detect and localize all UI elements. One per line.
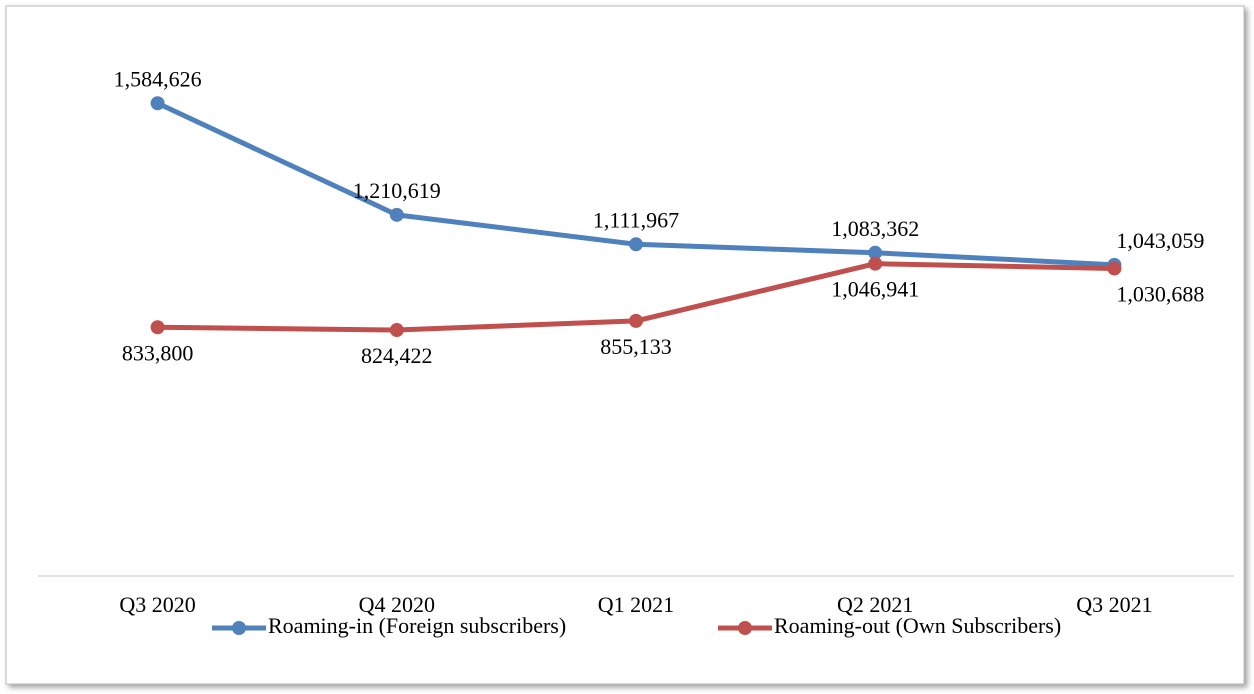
data-point	[150, 320, 165, 335]
legend-marker	[738, 621, 752, 635]
data-label: 824,422	[361, 343, 433, 368]
data-point	[389, 207, 404, 222]
legend-label: Roaming-in (Foreign subscribers)	[268, 613, 566, 638]
data-point	[150, 96, 165, 111]
data-label: 1,083,362	[831, 216, 919, 241]
data-label: 1,043,059	[1116, 228, 1204, 253]
legend-marker	[232, 621, 246, 635]
chart-frame	[5, 5, 1245, 685]
data-point	[1107, 261, 1122, 276]
data-label: 1,210,619	[353, 178, 441, 203]
data-point	[868, 256, 883, 271]
data-point	[389, 323, 404, 338]
data-label: 855,133	[600, 334, 672, 359]
x-tick-label: Q4 2020	[359, 592, 435, 617]
data-label: 1,584,626	[114, 66, 202, 91]
x-tick-label: Q3 2021	[1076, 592, 1152, 617]
legend-label: Roaming-out (Own Subscribers)	[774, 613, 1061, 638]
data-point	[629, 313, 643, 328]
x-tick-label: Q3 2020	[119, 592, 195, 617]
data-label: 1,046,941	[831, 277, 919, 302]
data-label: 833,800	[122, 340, 194, 365]
data-label: 1,030,688	[1116, 282, 1204, 307]
x-tick-label: Q2 2021	[837, 592, 913, 617]
data-label: 1,111,967	[593, 207, 679, 232]
x-tick-label: Q1 2021	[598, 592, 674, 617]
data-point	[868, 245, 883, 260]
data-point	[629, 237, 643, 252]
